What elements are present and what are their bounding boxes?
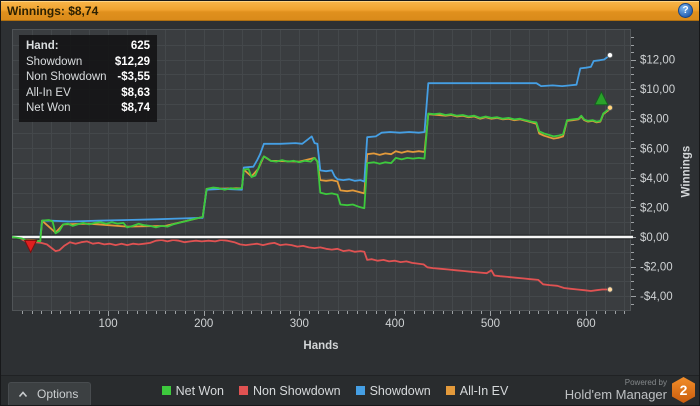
stats-row-net-won: Net Won $8,74	[26, 101, 150, 117]
legend-swatch-icon	[355, 386, 365, 395]
stats-row-all-in-ev: All-In EV $8,63	[26, 86, 150, 102]
legend-label: All-In EV	[459, 383, 509, 398]
powered-by-line1: Powered by	[624, 378, 667, 387]
svg-text:$2,00: $2,00	[640, 202, 669, 214]
svg-text:100: 100	[99, 318, 118, 330]
bottom-bar: Options Net Won Non Showdown Showdown All-I…	[1, 375, 699, 405]
svg-text:400: 400	[385, 318, 404, 330]
holdem-manager-logo-icon: 2	[672, 377, 695, 403]
stat-label: Non Showdown	[26, 71, 107, 84]
stat-value: $8,74	[121, 102, 150, 115]
chevron-up-icon	[18, 390, 28, 397]
stat-value: $12,29	[114, 55, 150, 68]
stat-label: Net Won	[26, 102, 71, 115]
axis-ticks	[22, 37, 636, 316]
stat-value: 625	[130, 40, 150, 52]
hand-stats-box: Hand: 625 Showdown $12,29 Non Showdown -…	[19, 35, 157, 122]
legend-swatch-icon	[239, 386, 249, 395]
endpoint-dot	[606, 52, 613, 59]
legend-label: Non Showdown	[253, 383, 341, 398]
stat-label: Showdown	[26, 55, 83, 68]
tick-labels: 100 200 300 400 500 600 $12,00 $10,00 $8,00 $6,00…	[99, 55, 676, 330]
svg-text:$12,00: $12,00	[640, 55, 675, 67]
svg-text:$4,00: $4,00	[640, 173, 669, 185]
y-axis-title: Winnings	[680, 145, 693, 198]
stat-label: Hand:	[26, 40, 59, 52]
powered-by: Powered by Hold'em Manager 2	[565, 377, 695, 403]
x-axis-title: Hands	[303, 340, 339, 352]
legend-item-non-showdown[interactable]: Non Showdown	[239, 384, 341, 398]
endpoint-dot	[606, 104, 613, 111]
down-arrow-marker	[23, 239, 38, 254]
up-arrow-marker	[594, 90, 609, 106]
legend-item-all-in-ev[interactable]: All-In EV	[445, 383, 509, 398]
powered-by-text: Powered by Hold'em Manager	[565, 378, 667, 402]
options-label: Options	[37, 387, 79, 401]
svg-text:$0,00: $0,00	[640, 232, 669, 244]
legend-item-showdown[interactable]: Showdown	[355, 383, 431, 398]
legend-swatch-icon	[445, 386, 455, 395]
svg-text:-$2,00: -$2,00	[640, 262, 673, 274]
legend-label: Showdown	[369, 383, 431, 398]
svg-text:$10,00: $10,00	[640, 84, 675, 96]
logo-number: 2	[679, 382, 688, 398]
stat-value: $8,63	[121, 86, 150, 99]
window-title: Winnings: $8,74	[7, 4, 99, 18]
help-icon[interactable]: ?	[678, 3, 693, 18]
stat-label: All-In EV	[26, 86, 71, 99]
options-button[interactable]: Options	[8, 382, 92, 405]
stats-row-hand: Hand: 625	[26, 39, 150, 55]
svg-text:$8,00: $8,00	[640, 114, 669, 126]
endpoint-dot	[606, 286, 613, 293]
series-non-showdown	[12, 236, 611, 292]
svg-text:500: 500	[481, 318, 500, 330]
stats-row-showdown: Showdown $12,29	[26, 55, 150, 71]
svg-text:$6,00: $6,00	[640, 143, 669, 155]
legend-swatch-icon	[161, 386, 171, 395]
stat-value: -$3,55	[117, 71, 150, 84]
chart-legend: Net Won Non Showdown Showdown All-In EV	[81, 376, 589, 405]
series-all-in-ev	[12, 108, 611, 243]
svg-text:300: 300	[290, 318, 309, 330]
svg-text:600: 600	[576, 318, 595, 330]
powered-by-line2: Hold'em Manager	[564, 387, 667, 402]
legend-item-net-won[interactable]: Net Won	[161, 383, 225, 398]
stats-row-non-showdown: Non Showdown -$3,55	[26, 70, 150, 86]
svg-text:200: 200	[194, 318, 213, 330]
svg-text:-$4,00: -$4,00	[640, 291, 673, 303]
legend-label: Net Won	[175, 383, 225, 398]
series-net-won	[12, 106, 611, 245]
title-bar: Winnings: $8,74 ?	[1, 1, 699, 21]
chart-markers	[23, 52, 613, 293]
